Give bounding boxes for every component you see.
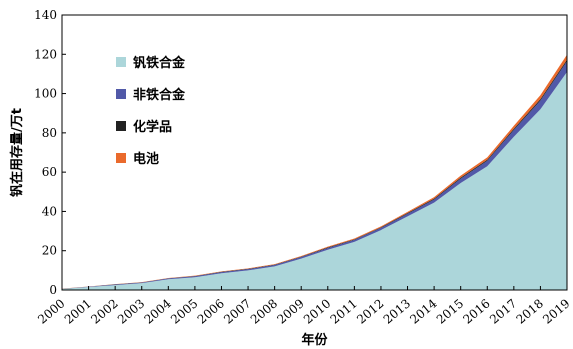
plot-frame	[61, 14, 568, 291]
legend-label-1: 非铁合金	[133, 87, 186, 103]
x-tick-label: 2013	[381, 296, 413, 326]
legend-swatch-0	[116, 57, 126, 67]
x-tick-label: 2006	[195, 296, 227, 326]
y-tick-label: 120	[34, 47, 57, 61]
x-tick-label: 2011	[328, 296, 360, 326]
x-tick-label: 2007	[221, 296, 253, 326]
legend-label-2: 化学品	[133, 119, 172, 135]
y-tick-label: 60	[42, 165, 57, 179]
x-tick-label: 2019	[540, 296, 572, 326]
x-tick-label: 2004	[141, 296, 174, 327]
x-tick-label: 2001	[62, 296, 94, 326]
legend-label-3: 电池	[133, 151, 159, 167]
x-tick-label: 2018	[514, 296, 546, 326]
y-tick-label: 140	[34, 8, 57, 22]
y-tick-label: 80	[42, 126, 57, 140]
y-tick-label: 40	[42, 204, 57, 218]
area-series-0	[62, 71, 567, 290]
x-tick-label: 2015	[434, 296, 466, 326]
x-axis-title: 年份	[301, 332, 328, 348]
x-tick-label: 2000	[35, 296, 67, 326]
x-tick-label: 2010	[301, 296, 333, 326]
y-tick-label: 0	[49, 283, 57, 297]
legend-swatch-3	[116, 153, 126, 163]
y-tick-label: 100	[34, 87, 57, 101]
legend-swatch-1	[116, 89, 126, 99]
x-tick-label: 2014	[407, 296, 440, 327]
x-tick-label: 2003	[115, 296, 147, 326]
x-tick-label: 2009	[274, 296, 306, 326]
stacked-areas	[62, 54, 567, 290]
y-axis-title: 钒在用存量/万t	[9, 108, 25, 197]
area-series-1	[62, 61, 567, 290]
x-tick-label: 2005	[168, 296, 200, 326]
x-tick-label: 2016	[460, 296, 492, 326]
legend-label-0: 钒铁合金	[133, 55, 186, 71]
x-tick-label: 2012	[354, 296, 386, 326]
y-tick-label: 20	[42, 244, 57, 258]
x-tick-label: 2002	[88, 296, 120, 326]
legend-swatch-2	[116, 121, 126, 131]
area-series-2	[62, 59, 567, 289]
x-tick-label: 2008	[248, 296, 280, 326]
x-tick-label: 2017	[487, 296, 519, 326]
